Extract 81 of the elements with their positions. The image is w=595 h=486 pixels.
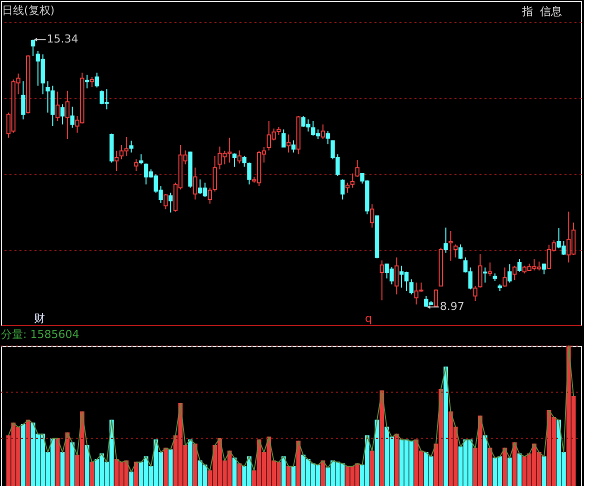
- candlestick: [114, 150, 119, 172]
- bar: [60, 452, 65, 486]
- candlestick: [164, 194, 168, 210]
- candlestick: [60, 104, 65, 125]
- candlestick: [30, 39, 36, 56]
- candlestick: [370, 204, 374, 228]
- candlestick: [355, 160, 360, 178]
- candlestick: [394, 256, 399, 295]
- candlestick: [134, 158, 138, 172]
- annotation: 信息: [540, 5, 562, 18]
- candlestick: [409, 278, 414, 295]
- bar: [320, 460, 326, 486]
- annotation: q: [365, 312, 372, 325]
- annotation: 财: [34, 312, 45, 325]
- candlestick: [282, 128, 286, 148]
- candlestick: [380, 260, 384, 301]
- bar: [370, 450, 374, 486]
- candlestick: [517, 258, 522, 272]
- bar: [26, 420, 30, 486]
- bar: [296, 440, 301, 486]
- candlestick: [473, 285, 478, 302]
- candlestick: [340, 178, 345, 200]
- bar: [21, 424, 26, 486]
- candlestick: [90, 76, 94, 88]
- candlestick: [247, 162, 252, 185]
- candlestick: [65, 90, 70, 140]
- candlestick: [508, 264, 512, 284]
- candlestick: [193, 167, 198, 200]
- bar: [192, 444, 198, 486]
- bar: [502, 448, 507, 486]
- bar: [512, 442, 517, 486]
- bar: [542, 456, 546, 486]
- bar: [394, 434, 399, 486]
- candlestick: [139, 154, 144, 165]
- bar: [188, 439, 192, 486]
- candlestick: [291, 140, 296, 154]
- annotation: 8.97: [440, 300, 464, 313]
- bar: [444, 366, 448, 486]
- annotation: 指: [521, 5, 533, 18]
- candlestick: [458, 244, 463, 260]
- candlestick: [168, 192, 173, 214]
- candlestick: [242, 155, 246, 168]
- bar: [90, 462, 94, 486]
- bar: [507, 458, 512, 486]
- candlestick: [21, 80, 26, 120]
- bar: [482, 435, 488, 486]
- candlestick: [129, 140, 134, 154]
- candlestick: [482, 267, 488, 284]
- chart-title: 日线(复权): [2, 4, 55, 17]
- bar: [134, 462, 138, 486]
- bar: [237, 463, 242, 486]
- candlestick: [502, 267, 507, 288]
- candlestick: [320, 124, 326, 140]
- candlestick: [478, 254, 482, 288]
- candlestick: [212, 155, 217, 192]
- candlestick: [326, 130, 330, 145]
- bar: [164, 448, 168, 486]
- bar: [84, 445, 90, 486]
- bar: [70, 442, 75, 486]
- candlestick: [232, 152, 237, 168]
- bar: [65, 432, 70, 486]
- bar: [129, 472, 134, 486]
- candlestick: [55, 91, 60, 122]
- candlestick: [237, 150, 242, 164]
- candlestick: [512, 265, 517, 281]
- candlestick: [286, 134, 291, 154]
- annotation: 15.34: [46, 32, 78, 46]
- bar: [380, 390, 384, 486]
- bar: [281, 456, 286, 486]
- candlestick: [70, 106, 74, 128]
- candlestick: [542, 263, 546, 275]
- bar: [168, 449, 173, 486]
- bar: [55, 438, 60, 486]
- candlestick: [454, 244, 458, 258]
- candlestick: [488, 262, 492, 276]
- candlestick: [448, 230, 453, 262]
- candlestick: [94, 72, 100, 88]
- candlestick: [208, 187, 212, 204]
- candlestick: [444, 227, 448, 254]
- chart-title: 分量: 1585604: [1, 328, 80, 341]
- candlestick: [84, 74, 90, 89]
